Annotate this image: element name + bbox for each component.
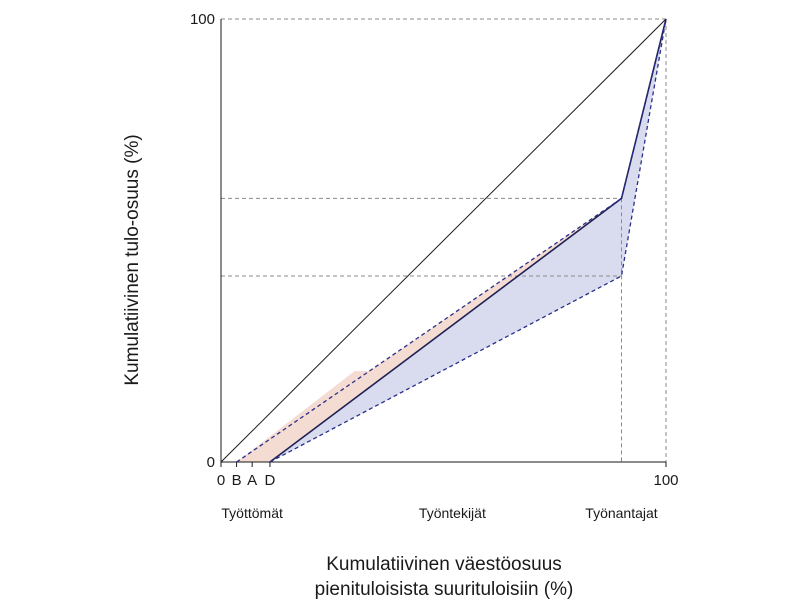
group-label-2: Työnantajat	[585, 505, 657, 521]
y-tick-label-1: 100	[190, 11, 215, 28]
group-label-0: Työttömät	[221, 505, 283, 521]
chart-labels: Kumulatiivinen tulo-osuus (%) Kumulatiiv…	[122, 11, 679, 600]
y-axis-title: Kumulatiivinen tulo-osuus (%)	[122, 134, 143, 385]
group-label-1: Työntekijät	[419, 505, 486, 521]
equality-line	[220, 18, 667, 463]
y-tick-label-0: 0	[207, 454, 215, 471]
x-tick-label-3: D	[265, 472, 276, 489]
x-tick-label-4: 100	[653, 472, 678, 489]
x-axis-title-line1: Kumulatiivinen väestöosuus	[326, 554, 562, 575]
x-tick-label-2: A	[247, 472, 257, 489]
lorenz-curve-1	[236, 18, 667, 463]
x-tick-label-1: B	[232, 472, 242, 489]
x-tick-label-0: 0	[217, 472, 225, 489]
plot-area	[220, 18, 667, 467]
shaded-region-0	[269, 19, 666, 462]
pink-band	[236, 371, 373, 462]
x-axis-title-line2: pienituloisista suurituloisiin (%)	[315, 579, 574, 600]
